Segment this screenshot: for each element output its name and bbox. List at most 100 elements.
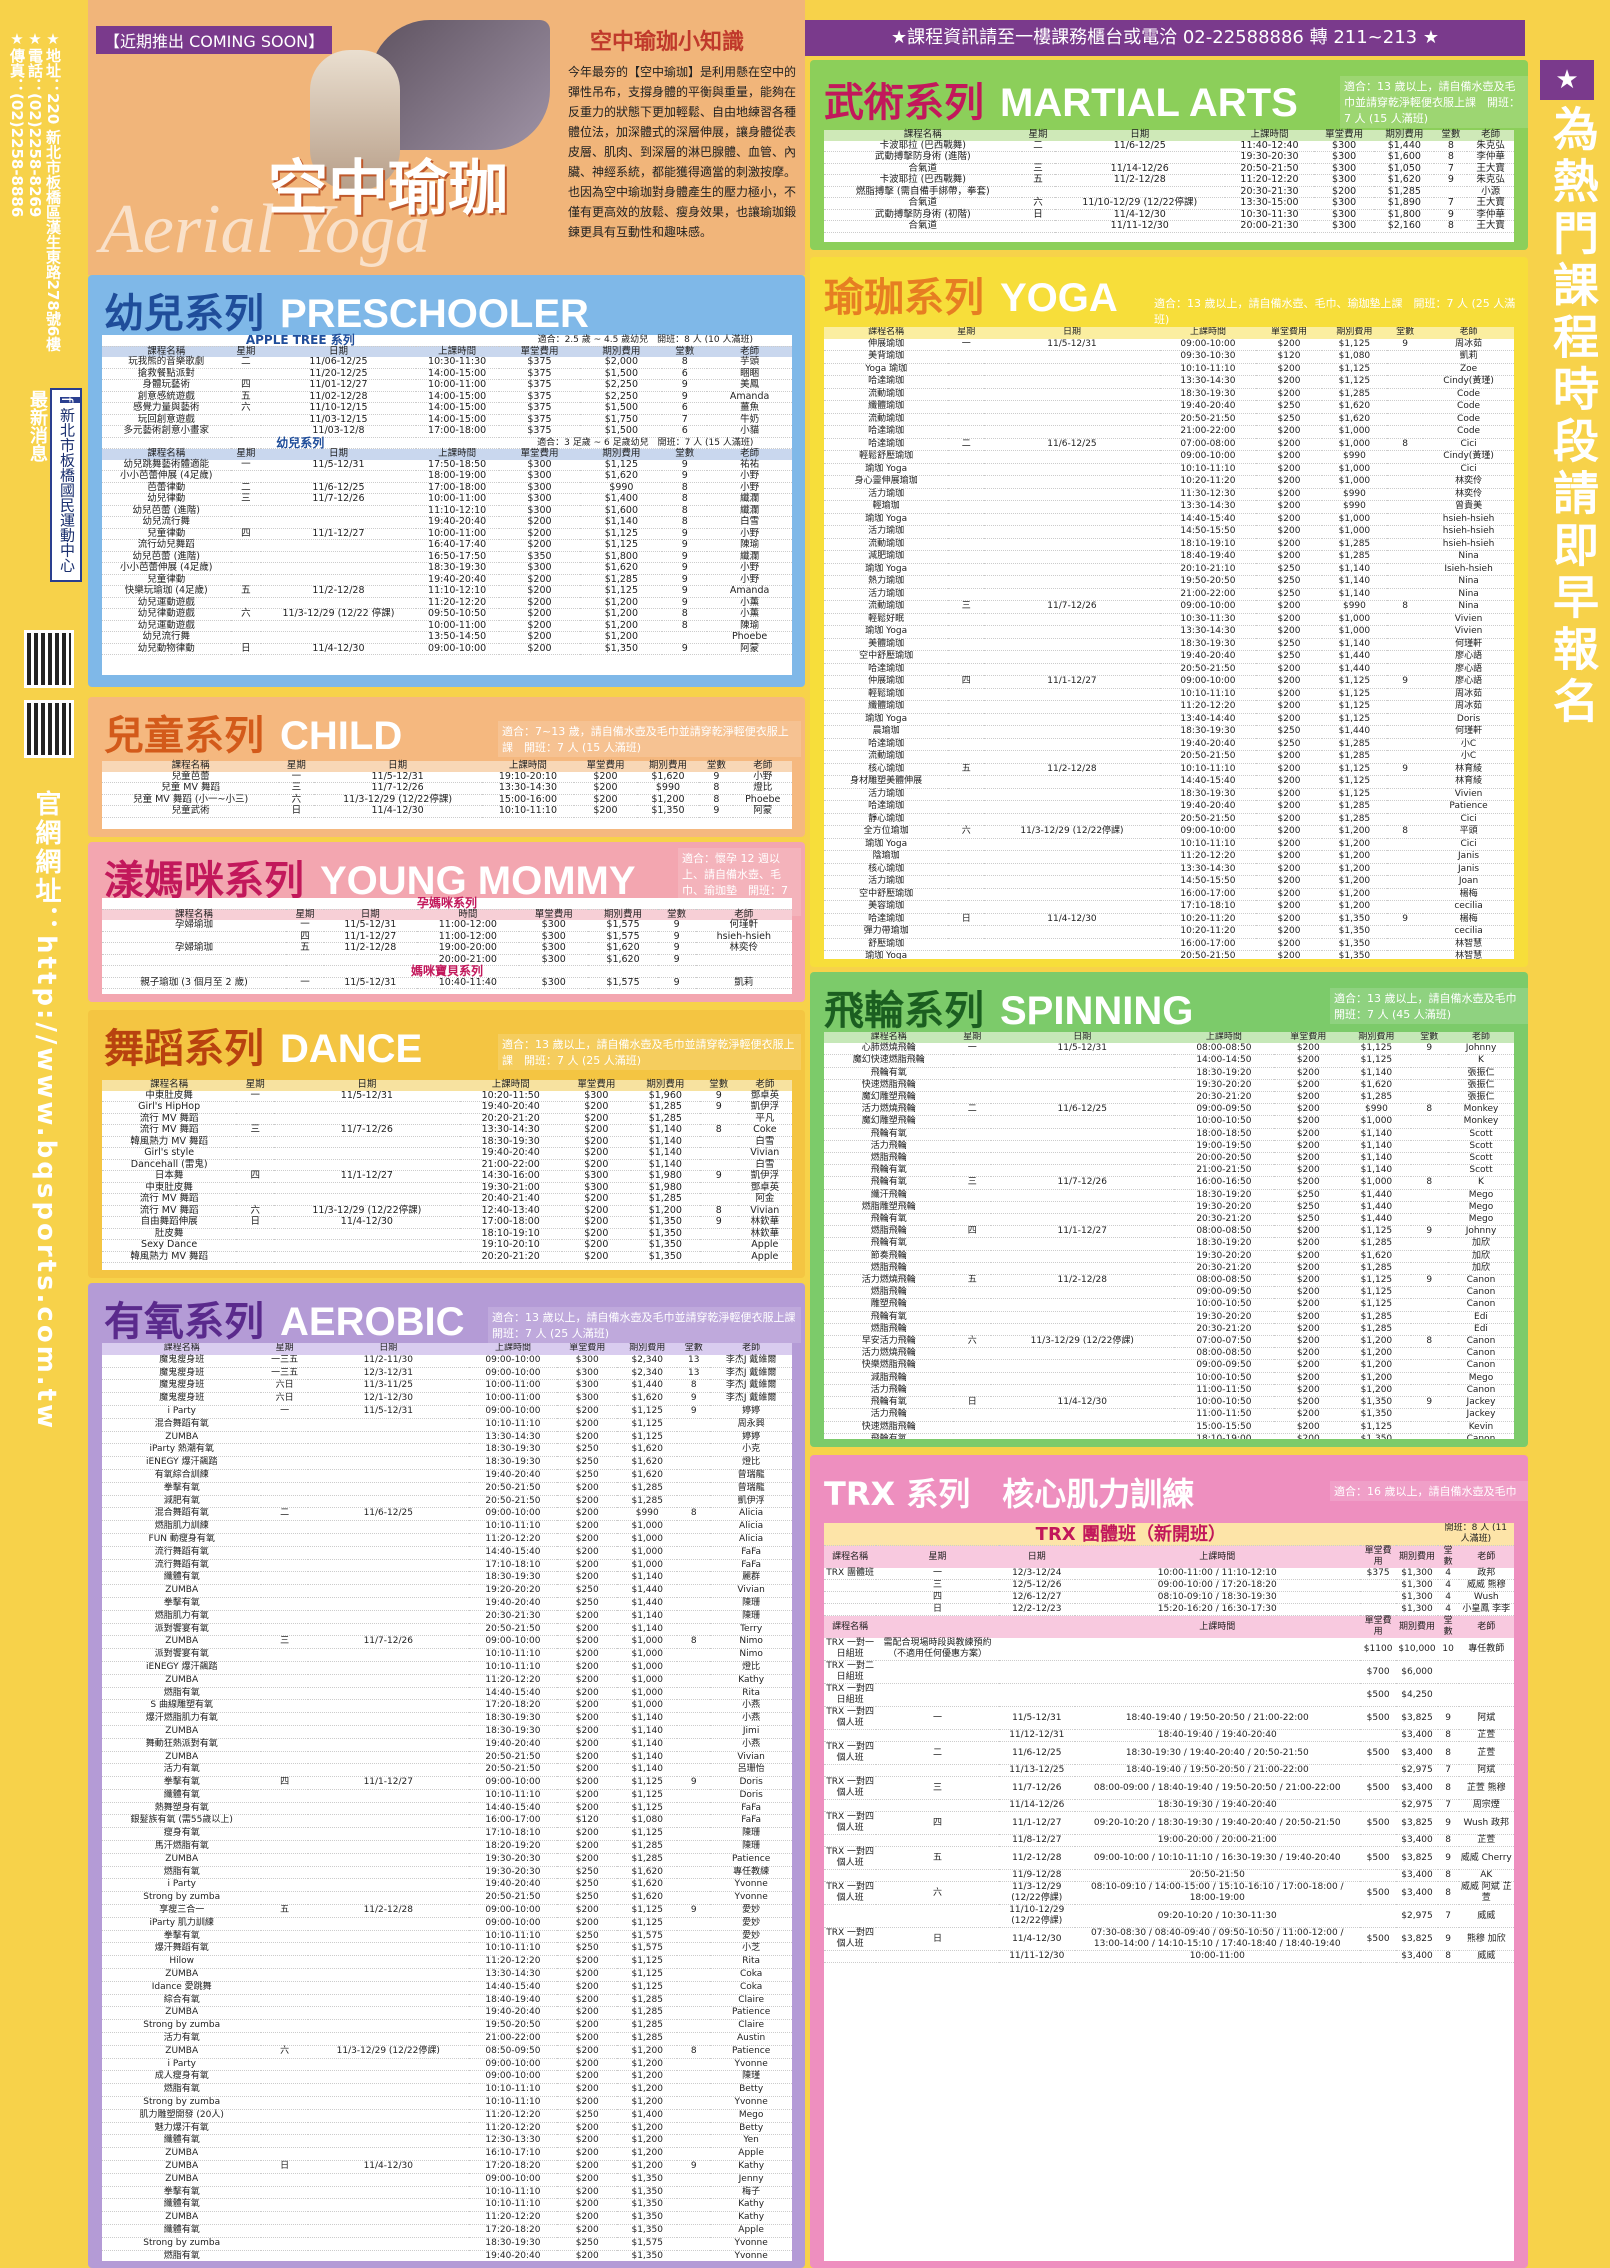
table-cell: $200 (1274, 1176, 1343, 1190)
table-cell (984, 850, 1160, 864)
column-header: 上課時間 (468, 1343, 558, 1355)
table-cell (1387, 350, 1424, 364)
table-cell: $200 (561, 1251, 631, 1263)
table-cell: 11/7-12/26 (313, 782, 482, 795)
table-cell: 08:00-08:50 (1173, 1043, 1275, 1056)
qr-code-icon[interactable] (24, 700, 74, 758)
table-cell: Canon (1447, 1359, 1514, 1373)
table-row: 燃脂有氧 19:30-20:30 $250 $1,620 專任教練 (102, 1866, 792, 1880)
table-cell: 4 (1437, 1568, 1459, 1580)
table-cell: 10:10-11:10 (468, 1942, 558, 1957)
table-cell: 睏睏 (707, 368, 792, 380)
table-cell: 核心瑜珈 (824, 763, 949, 776)
table-cell: $4,250 (1396, 1683, 1438, 1707)
table-cell (948, 950, 985, 959)
table-cell: $200 (561, 1205, 631, 1217)
table-cell: 搶救餐點派對 (102, 368, 231, 380)
table-cell (984, 463, 1160, 476)
section-note: 適合：13 歲以上，請自備水壺及毛巾並請穿乾淨輕便衣服上課 開班：7 人 (25… (488, 1307, 805, 1343)
table-cell: $1,000 (617, 1546, 678, 1560)
table-cell: 11/3-12/29 (12/22停課) (984, 825, 1160, 839)
table-cell: 11:10-12:10 (415, 505, 499, 517)
table-cell: 11/7-12/26 (261, 493, 416, 506)
table-cell: $1,800 (580, 551, 663, 563)
table-cell: 活力飛輪 (824, 1140, 954, 1154)
table-cell (984, 625, 1160, 639)
table-cell: 活力有氧 (102, 2032, 262, 2046)
table-cell (274, 1251, 460, 1263)
table-cell: 11:30-12:30 (1159, 488, 1257, 501)
table-cell: 婷婷 (710, 1405, 792, 1419)
table-cell (307, 1878, 469, 1893)
table-cell (261, 1597, 308, 1611)
table-cell: 18:30-19:30 (468, 1571, 558, 1586)
table-cell (236, 1113, 275, 1125)
table-cell: 二 (230, 356, 262, 369)
table-cell: 小燕 (710, 1699, 792, 1714)
table-cell: 愛妙 (710, 1930, 792, 1944)
table-cell (307, 1687, 469, 1701)
table-cell: 流行幼兒舞蹈 (102, 539, 231, 552)
table-cell: Canon (1447, 1274, 1514, 1288)
table-cell: $1,200 (617, 2096, 678, 2110)
table-row: Hilow 11:20-12:20 $200 $1,125 Rita (102, 1955, 792, 1970)
table-cell: Girl's style (102, 1147, 237, 1160)
table-cell (261, 2147, 308, 2161)
table-cell: 小野 (707, 562, 792, 575)
table-cell: 王大寶 (1467, 197, 1514, 210)
table-cell: $1,285 (1321, 813, 1388, 826)
table-row: 燃脂雕塑飛輪 19:30-20:20 $250 $1,440 Mego (824, 1201, 1514, 1215)
table-cell: 周宗煙 (1458, 1799, 1514, 1812)
table-cell: 09:00-10:00 (468, 1635, 558, 1650)
website-url[interactable]: 官網網址：http://www.bqsports.com.tw (31, 790, 61, 1432)
table-cell: iParty 熱潮有氧 (102, 1443, 262, 1458)
table-cell: 9 (677, 1405, 711, 1419)
table-row: 瑜珈 Yoga 13:40-14:40 $200 $1,125 Doris (824, 713, 1514, 726)
table-cell: 17:20-18:20 (468, 2224, 558, 2238)
table-cell: 一 (876, 1568, 999, 1580)
table-row: 日本舞四 11/1-12/27 14:30-16:00 $300 $1,980 9 凱伊浮 (102, 1170, 792, 1183)
table-cell: 王大寶 (1467, 220, 1514, 233)
table-row: 飛輪有氧 18:30-19:20 $200 $1,285 加欣 (824, 1237, 1514, 1251)
table-cell: Doris (710, 1789, 792, 1803)
table-cell: 16:00-16:50 (1173, 1176, 1275, 1190)
table-row: 卡波耶拉 (巴西戰舞) 五 11/2-12/28 11:20-12:20 $300 $1,… (824, 174, 1514, 187)
table-cell: $200 (557, 1827, 618, 1842)
table-cell: 9 (677, 1392, 711, 1406)
table-cell (984, 538, 1160, 551)
table-cell: Zoe (1423, 363, 1514, 376)
table-cell: 14:40-15:40 (468, 1546, 558, 1560)
table-cell (948, 413, 985, 426)
table-cell: 活力飛輪 (824, 1384, 954, 1398)
column-header: 期別費用 (617, 1343, 678, 1355)
table-cell (274, 1182, 460, 1194)
table-cell: $1,000 (1321, 525, 1388, 539)
table-row: 11/8-12/27 19:00-20:00 / 20:00-21:00 $3,40… (824, 1834, 1514, 1847)
table-cell (261, 1469, 308, 1483)
table-cell: $1,620 (588, 942, 658, 955)
table-cell (307, 1994, 469, 2008)
table-row: 雕塑飛輪 10:00-10:50 $200 $1,125 Canon (824, 1298, 1514, 1312)
facebook-box[interactable]: f 新北市板橋國民運動中心 (50, 388, 82, 582)
table-cell: 阿金 (737, 1193, 792, 1206)
table-cell (236, 1182, 275, 1194)
table-cell (677, 1674, 711, 1688)
table-header-row: 課程名稱 星期 日期 上課時間 單堂費用 期別費用 堂數 老師 (102, 1079, 792, 1091)
table-cell: Edi (1447, 1311, 1514, 1324)
table-cell: 7 (1434, 197, 1468, 210)
table-row: 活力燃燒飛輪 08:00-08:50 $200 $1,200 Canon (824, 1347, 1514, 1361)
table-cell (261, 620, 416, 632)
table-cell (948, 938, 985, 951)
table-cell: $200 (561, 1228, 631, 1240)
table-cell: 一 (876, 1706, 999, 1730)
table-cell: Apple (710, 2224, 792, 2238)
table-cell: 四 (876, 1811, 999, 1835)
table-cell (948, 863, 985, 876)
column-header: 堂數 (662, 448, 708, 460)
table-cell: ZUMBA (102, 1584, 262, 1598)
table-cell: 19:00-20:00 (416, 942, 520, 955)
table-cell: $200 (1274, 1128, 1343, 1141)
qr-code-icon[interactable] (24, 630, 74, 688)
table-cell: 9 (1410, 1225, 1448, 1239)
table-cell: 威威 Cherry (1458, 1846, 1514, 1870)
